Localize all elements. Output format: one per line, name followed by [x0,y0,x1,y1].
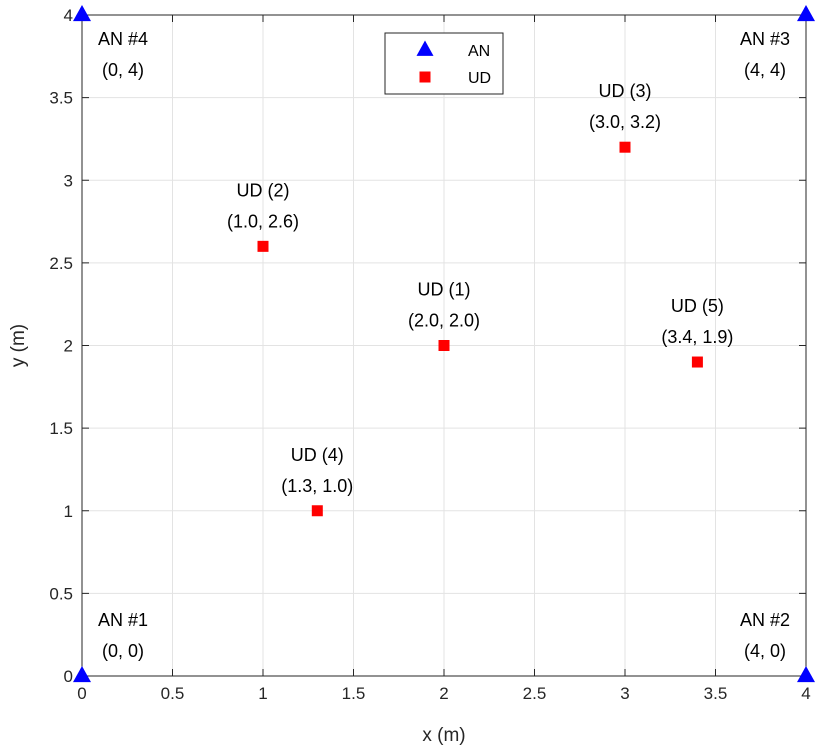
y-tick-label: 4 [64,6,73,25]
ud-marker [311,505,323,517]
point-coordinate-label: (2.0, 2.0) [408,311,480,331]
point-label: AN #3 [740,29,790,49]
y-tick-label: 2 [64,337,73,356]
point-coordinate-label: (0, 0) [102,641,144,661]
point-coordinate-label: (3.4, 1.9) [661,327,733,347]
an-marker [797,665,815,683]
legend-label: UD [468,70,491,87]
x-tick-label: 4 [801,684,810,703]
x-tick-label: 3 [620,684,629,703]
point-label: UD (1) [418,280,471,300]
x-tick-label: 1 [258,684,267,703]
ud-marker [691,356,703,368]
x-tick-label: 3.5 [704,684,728,703]
x-tick-label: 0 [77,684,86,703]
x-tick-label: 2 [439,684,448,703]
point-label: UD (2) [237,180,290,200]
ud-marker [438,340,450,351]
point-coordinate-label: (1.3, 1.0) [281,476,353,496]
y-tick-label: 1.5 [49,419,73,438]
point-label: AN #2 [740,610,790,630]
legend-box [384,32,504,95]
point-coordinate-label: (0, 4) [102,60,144,80]
an-marker [73,665,91,683]
x-axis-title: x (m) [422,725,465,746]
y-tick-label: 1 [64,502,73,521]
point-coordinate-label: (4, 4) [744,60,786,80]
x-tick-label: 1.5 [342,684,366,703]
legend-ud-marker [419,71,431,83]
point-label: UD (3) [599,81,652,101]
ud-marker [257,240,269,252]
point-coordinate-label: (4, 0) [744,641,786,661]
y-tick-label: 3.5 [49,89,73,108]
data-markers [73,4,815,683]
grid-lines [81,14,807,677]
point-label: UD (5) [671,296,724,316]
x-tick-label: 0.5 [161,684,185,703]
point-label: AN #4 [98,29,148,49]
point-coordinate-label: (3.0, 3.2) [589,112,661,132]
y-tick-label: 0.5 [49,584,73,603]
point-label: UD (4) [291,445,344,465]
point-annotations: AN #1 (0, 0) AN #2 (4, 0) AN #3 (4, 4) AN #4 (0… [98,29,790,661]
legend: AN UD [384,32,504,95]
y-tick-label: 3 [64,171,73,190]
legend-an-marker [416,40,434,56]
y-axis-title: y (m) [8,324,29,367]
legend-label: AN [468,43,490,60]
an-marker [797,4,815,22]
point-label: AN #1 [98,610,148,630]
an-marker [73,4,91,22]
ud-marker [619,141,631,153]
y-tick-label: 0 [64,667,73,686]
axis-ticks: 0 0.5 1 1.5 2 2.5 3 3.5 4 0 0.5 1 1.5 2 2.5 3 3.5 4 [49,6,810,703]
y-tick-label: 2.5 [49,254,73,273]
point-coordinate-label: (1.0, 2.6) [227,211,299,231]
x-tick-label: 2.5 [523,684,547,703]
